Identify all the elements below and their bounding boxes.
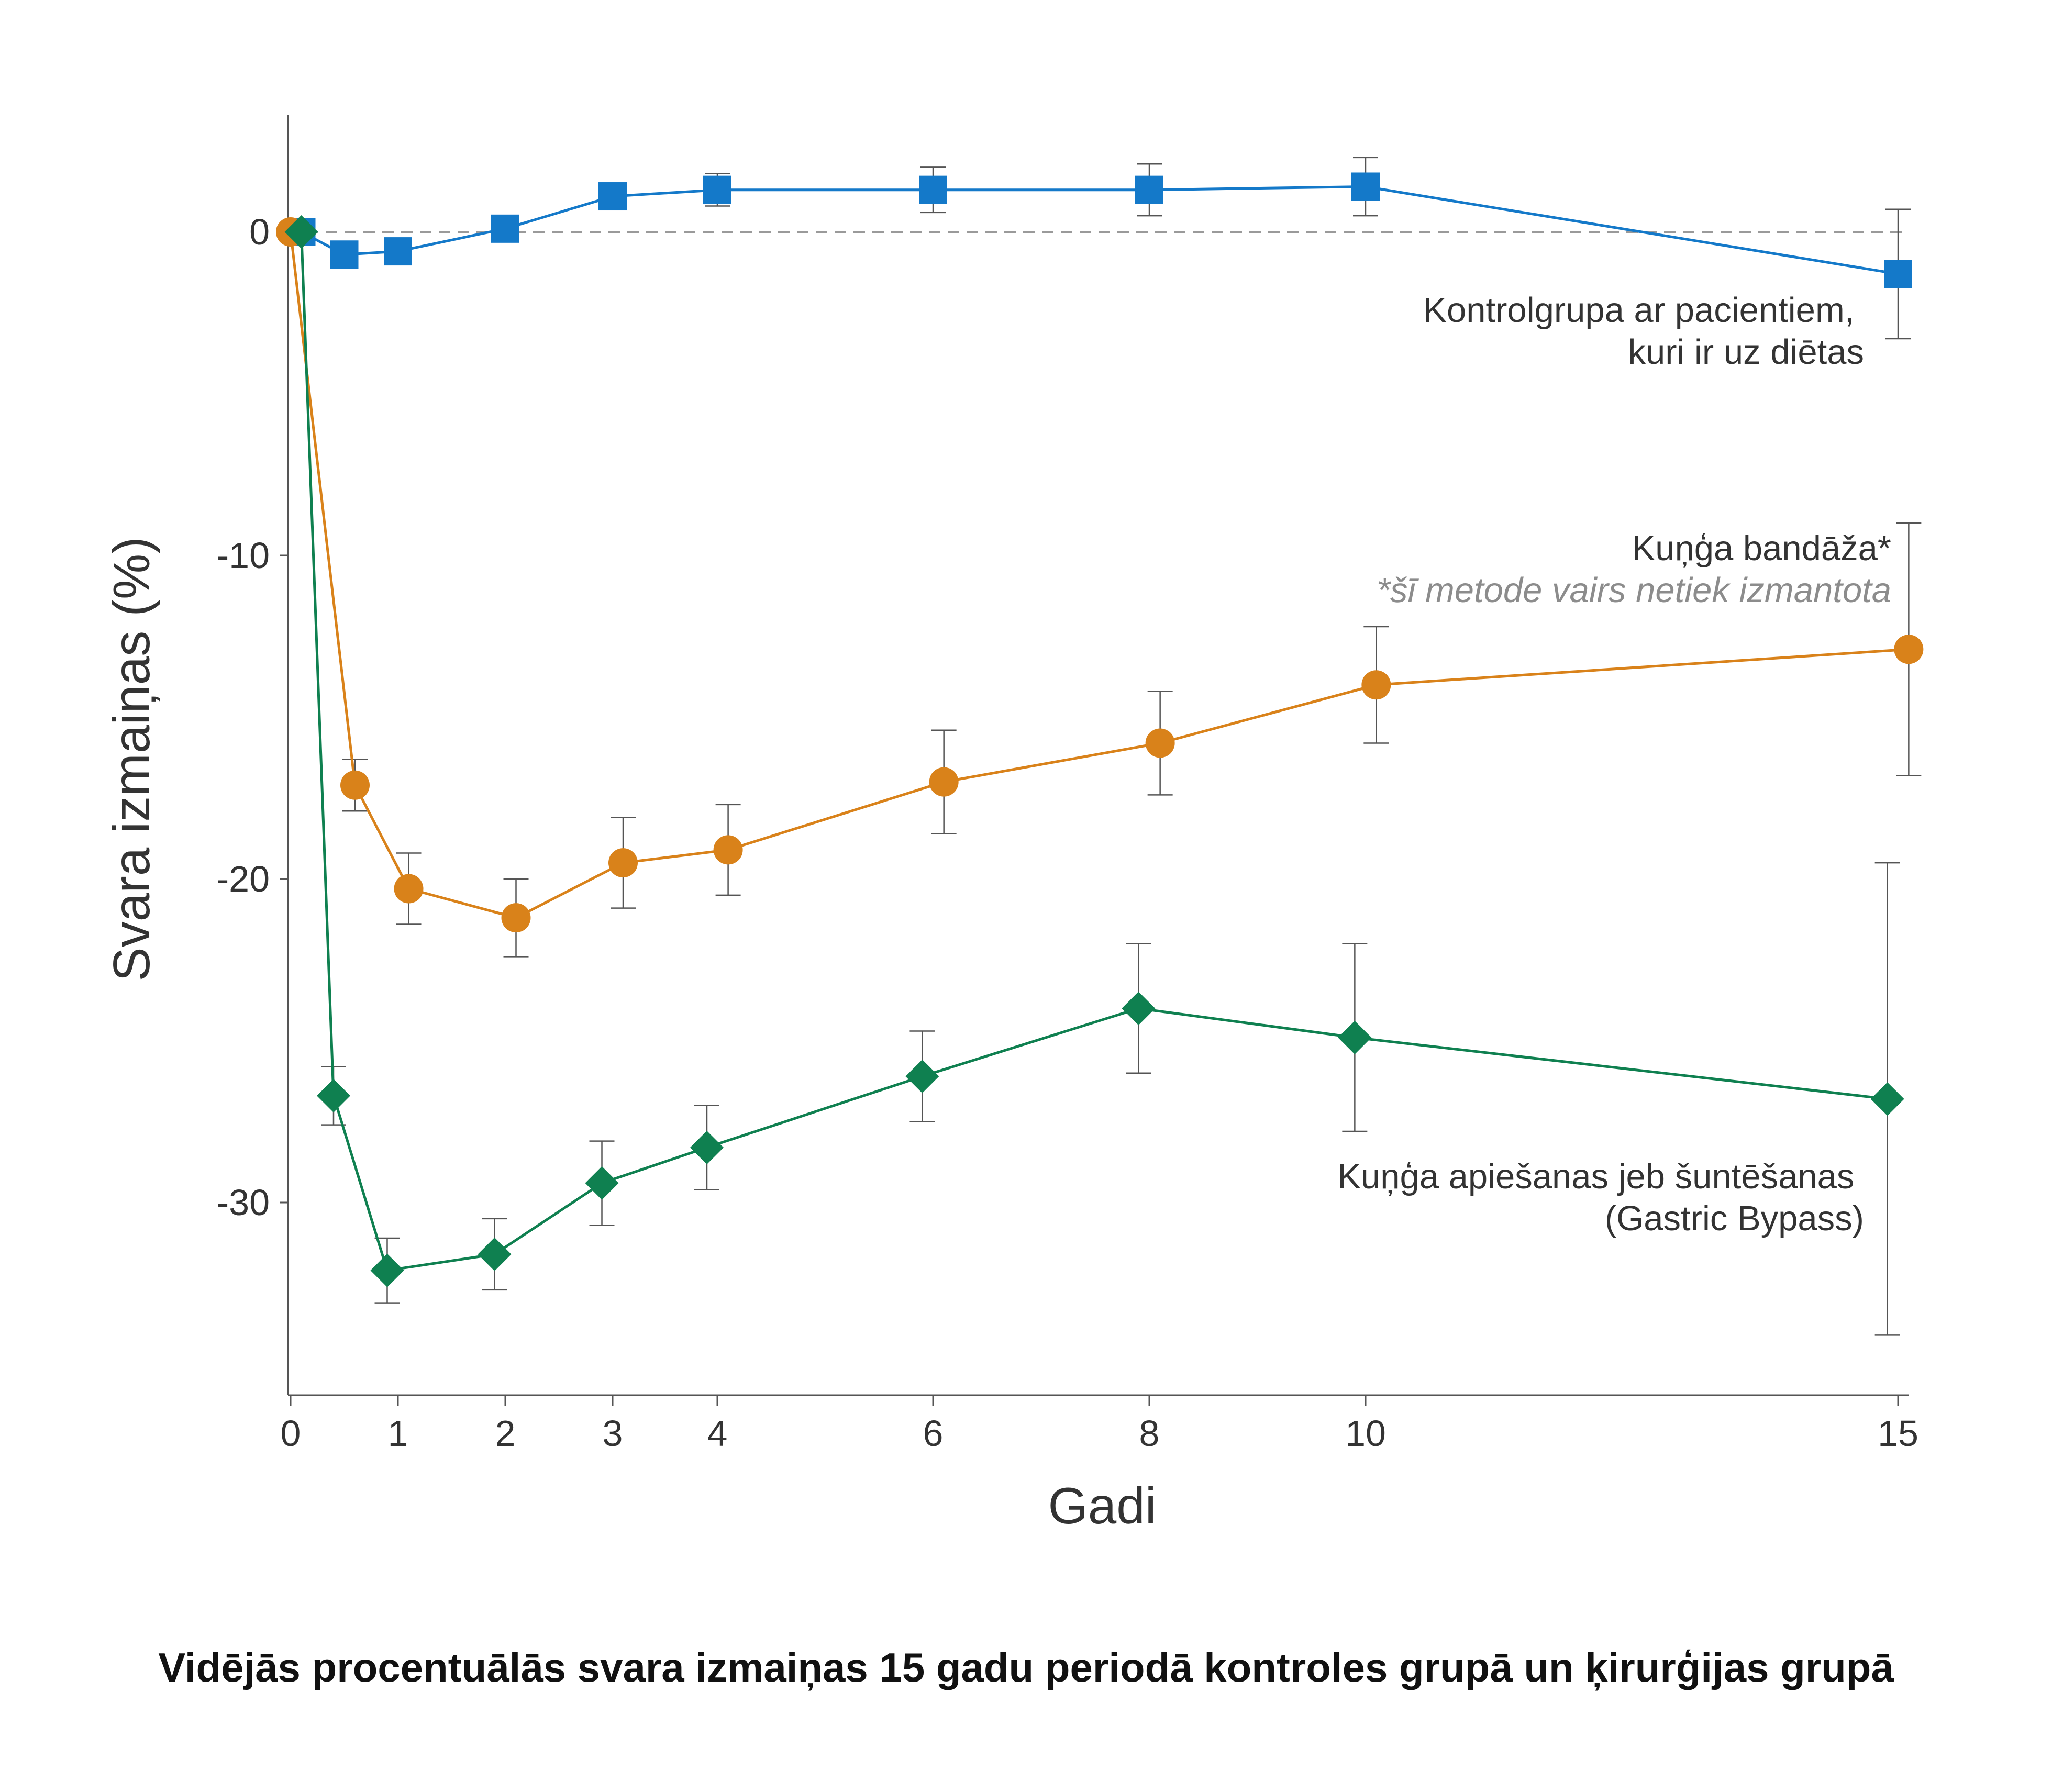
x-tick-label: 6: [923, 1413, 944, 1454]
gastric-band-point: [608, 848, 638, 878]
gastric-bypass-point: [317, 1079, 350, 1113]
y-tick-label: 0: [249, 212, 270, 252]
y-tick-label: -10: [217, 535, 270, 576]
control-point: [1135, 175, 1163, 204]
gastric-bypass-point: [1338, 1020, 1372, 1054]
x-tick-label: 8: [1139, 1413, 1160, 1454]
control-point: [1884, 260, 1912, 288]
series-label-gastric-bypass: Kuņģa apiešanas jeb šuntēšanas (Gastric …: [1337, 1157, 1864, 1238]
control-point: [703, 175, 731, 204]
x-axis-title: Gadi: [1048, 1477, 1156, 1534]
gastric-band-point: [340, 770, 370, 800]
x-tick-label: 1: [388, 1413, 408, 1454]
gastric-band-point: [1894, 635, 1924, 664]
gastric-bypass-point: [1122, 992, 1156, 1026]
x-tick-label: 2: [495, 1413, 516, 1454]
control-point: [919, 175, 947, 204]
gastric-band-point: [1145, 728, 1175, 758]
series-label-control: Kontrolgrupa ar pacientiem, kuri ir uz d…: [1423, 291, 1864, 372]
series-label-gastric-band: Kuņģa bandāža*: [1632, 529, 1892, 568]
control-point: [598, 182, 627, 211]
gastric-band-point: [501, 903, 531, 933]
gastric-bypass-point: [585, 1166, 619, 1200]
control-point: [330, 240, 359, 269]
x-tick-label: 15: [1878, 1413, 1918, 1454]
control-series-line: [301, 185, 1899, 275]
gastric-band-point: [1361, 670, 1391, 700]
figure-caption: Vidējās procentuālās svara izmaiņas 15 g…: [158, 1644, 1894, 1690]
y-axis-title: Svara izmaiņas (%): [103, 537, 160, 982]
gastric-bypass-point: [284, 215, 318, 249]
gastric-bypass-point: [370, 1253, 404, 1287]
x-tick-label: 4: [707, 1413, 728, 1454]
y-tick-label: -20: [217, 859, 270, 899]
gastric-bypass-point: [690, 1130, 724, 1164]
gastric-band-series-line: [289, 231, 1909, 919]
control-point: [491, 214, 519, 243]
gastric-bypass-point: [478, 1237, 512, 1271]
y-tick-label: -30: [217, 1182, 270, 1223]
gastric-bypass-series-line: [300, 231, 1888, 1272]
x-tick-label: 0: [281, 1413, 301, 1454]
control-point: [1351, 172, 1380, 201]
series-note-gastric-band: *šī metode vairs netiek izmantota: [1377, 571, 1891, 610]
x-tick-label: 10: [1345, 1413, 1386, 1454]
control-point: [384, 237, 412, 266]
gastric-band-point: [929, 767, 959, 797]
x-tick-label: 3: [603, 1413, 623, 1454]
gastric-bypass-point: [905, 1059, 939, 1093]
gastric-bypass-point: [1870, 1082, 1904, 1116]
gastric-band-point: [394, 874, 424, 904]
gastric-band-point: [713, 835, 743, 865]
